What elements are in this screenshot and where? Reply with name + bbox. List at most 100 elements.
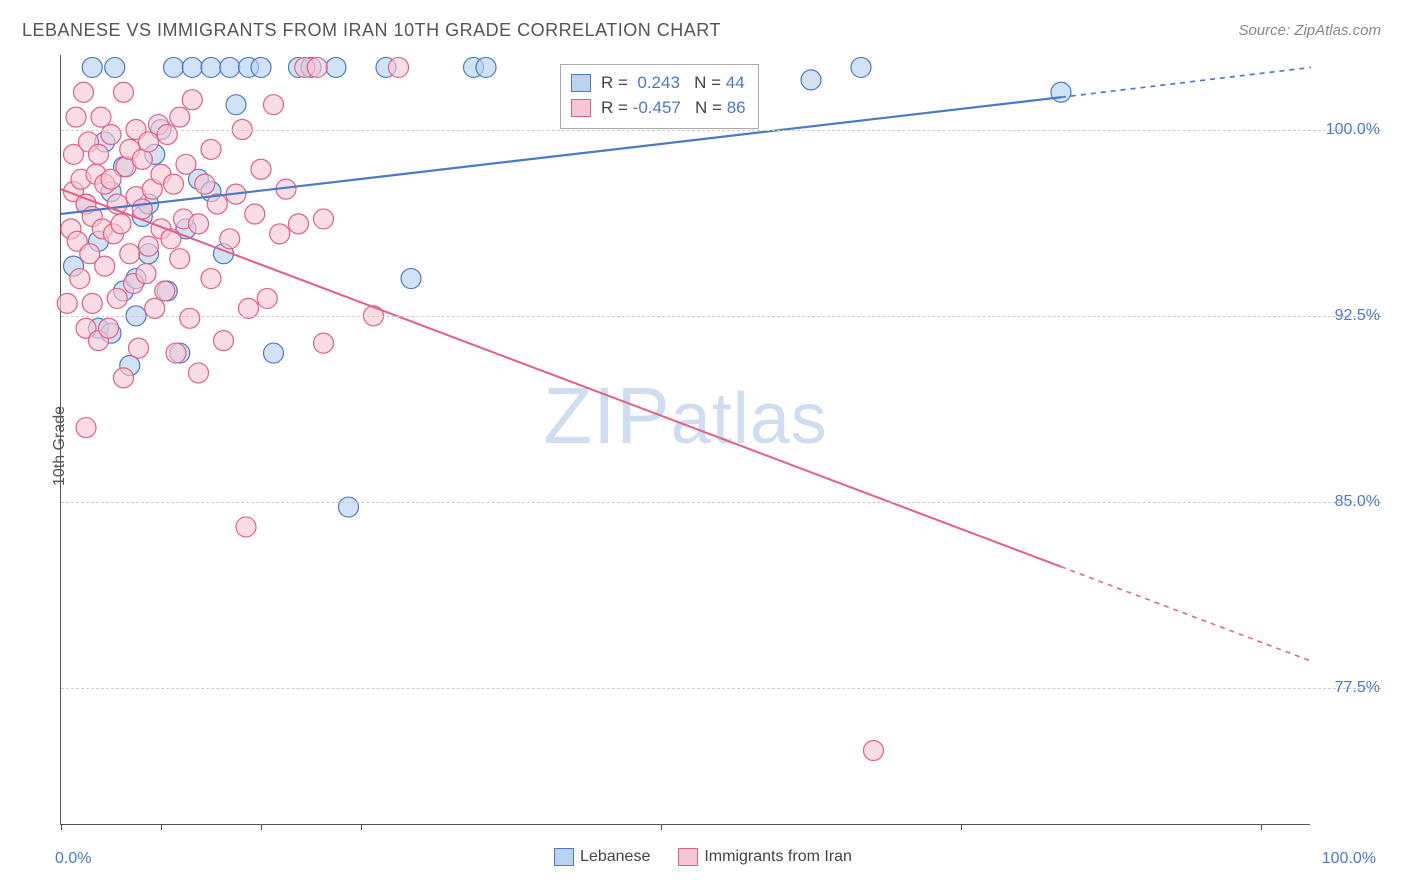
scatter-point — [107, 288, 127, 308]
scatter-point — [76, 418, 96, 438]
scatter-point — [264, 343, 284, 363]
scatter-point — [82, 57, 102, 77]
scatter-point — [164, 174, 184, 194]
x-tick — [161, 824, 162, 830]
scatter-point — [339, 497, 359, 517]
source-attribution: Source: ZipAtlas.com — [1238, 22, 1381, 39]
scatter-point — [157, 124, 177, 144]
scatter-point — [114, 368, 134, 388]
x-axis-max-label: 100.0% — [1322, 850, 1376, 868]
scatter-point — [105, 57, 125, 77]
scatter-point — [182, 57, 202, 77]
grid-line — [61, 688, 1381, 689]
scatter-point — [170, 107, 190, 127]
scatter-point — [236, 517, 256, 537]
chart-title: LEBANESE VS IMMIGRANTS FROM IRAN 10TH GR… — [22, 20, 721, 41]
regression-line-extrapolated — [1061, 567, 1311, 661]
scatter-point — [314, 333, 334, 353]
scatter-point — [307, 57, 327, 77]
legend-swatch — [554, 848, 574, 866]
chart-svg — [61, 55, 1310, 824]
grid-line — [61, 130, 1381, 131]
scatter-point — [161, 229, 181, 249]
scatter-point — [66, 107, 86, 127]
y-tick-label: 77.5% — [1320, 679, 1380, 697]
scatter-point — [220, 229, 240, 249]
scatter-point — [91, 107, 111, 127]
scatter-point — [257, 288, 277, 308]
scatter-point — [864, 740, 884, 760]
scatter-point — [245, 204, 265, 224]
scatter-point — [120, 244, 140, 264]
scatter-point — [57, 293, 77, 313]
stats-box: R = 0.243 N = 44R = -0.457 N = 86 — [560, 64, 759, 129]
plot-area: ZIPatlas 100.0%92.5%85.0%77.5% — [60, 55, 1310, 825]
x-tick — [661, 824, 662, 830]
scatter-point — [401, 269, 421, 289]
regression-line — [61, 189, 1061, 567]
scatter-point — [164, 57, 184, 77]
scatter-point — [201, 269, 221, 289]
x-tick — [961, 824, 962, 830]
legend-item: Lebanese — [554, 848, 650, 866]
scatter-point — [226, 95, 246, 115]
scatter-point — [95, 256, 115, 276]
scatter-point — [195, 174, 215, 194]
scatter-point — [180, 308, 200, 328]
scatter-point — [166, 343, 186, 363]
scatter-point — [89, 144, 109, 164]
scatter-point — [214, 331, 234, 351]
scatter-point — [70, 269, 90, 289]
y-tick-label: 100.0% — [1320, 121, 1380, 139]
scatter-point — [176, 154, 196, 174]
scatter-point — [189, 214, 209, 234]
scatter-point — [289, 214, 309, 234]
legend-swatch — [678, 848, 698, 866]
scatter-point — [111, 214, 131, 234]
scatter-point — [132, 199, 152, 219]
scatter-point — [476, 57, 496, 77]
scatter-point — [389, 57, 409, 77]
x-tick — [61, 824, 62, 830]
x-tick — [361, 824, 362, 830]
scatter-point — [170, 249, 190, 269]
scatter-point — [82, 293, 102, 313]
legend-item: Immigrants from Iran — [678, 848, 852, 866]
scatter-point — [1051, 82, 1071, 102]
scatter-point — [101, 124, 121, 144]
scatter-point — [801, 70, 821, 90]
scatter-point — [139, 236, 159, 256]
stats-row: R = 0.243 N = 44 — [571, 71, 746, 96]
scatter-point — [99, 318, 119, 338]
scatter-point — [136, 264, 156, 284]
scatter-point — [189, 363, 209, 383]
y-tick-label: 85.0% — [1320, 493, 1380, 511]
scatter-point — [251, 159, 271, 179]
scatter-point — [155, 281, 175, 301]
scatter-point — [314, 209, 334, 229]
stats-swatch — [571, 74, 591, 92]
x-tick — [1261, 824, 1262, 830]
scatter-point — [129, 338, 149, 358]
y-tick-label: 92.5% — [1320, 307, 1380, 325]
scatter-point — [220, 57, 240, 77]
grid-line — [61, 502, 1381, 503]
stats-row: R = -0.457 N = 86 — [571, 96, 746, 121]
scatter-point — [326, 57, 346, 77]
scatter-point — [270, 224, 290, 244]
scatter-point — [251, 57, 271, 77]
scatter-point — [74, 82, 94, 102]
scatter-point — [201, 139, 221, 159]
scatter-point — [139, 132, 159, 152]
scatter-point — [201, 57, 221, 77]
x-axis-min-label: 0.0% — [55, 850, 91, 868]
scatter-point — [264, 95, 284, 115]
grid-line — [61, 316, 1381, 317]
scatter-point — [182, 90, 202, 110]
x-tick — [261, 824, 262, 830]
stats-swatch — [571, 99, 591, 117]
legend: Lebanese Immigrants from Iran — [554, 848, 852, 866]
regression-line-extrapolated — [1061, 67, 1311, 97]
scatter-point — [851, 57, 871, 77]
scatter-point — [114, 82, 134, 102]
